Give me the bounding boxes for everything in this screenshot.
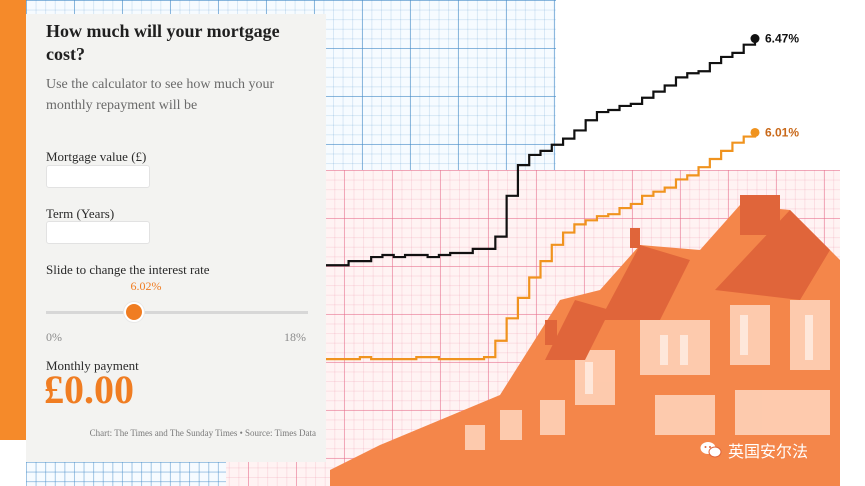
- slider-max-label: 18%: [284, 330, 306, 344]
- interest-rate-slider-track[interactable]: [46, 311, 308, 314]
- rate-line-black-end-label: 6.47%: [765, 32, 799, 46]
- chart-credit: Chart: The Times and The Sunday Times • …: [89, 428, 316, 438]
- rate-line-black: [326, 38, 757, 267]
- rate-line-orange-end-point: [750, 127, 760, 137]
- mortgage-value-input[interactable]: [46, 165, 150, 188]
- watermark-text: 英国安尔法: [728, 442, 809, 461]
- slider-label: Slide to change the interest rate: [46, 262, 210, 277]
- term-input[interactable]: [46, 221, 150, 244]
- calculator-subtitle: Use the calculator to see how much your …: [46, 77, 275, 113]
- mortgage-calculator-card: How much will your mortgage cost? Use th…: [26, 14, 326, 462]
- interest-rate-slider-thumb[interactable]: [123, 302, 144, 322]
- rate-line-black-end-point: [750, 34, 760, 44]
- monthly-payment-label: Monthly payment: [46, 358, 139, 373]
- mortgage-value-label: Mortgage value (£): [46, 149, 147, 164]
- rate-line-orange: [326, 132, 757, 361]
- monthly-payment-value: £0.00: [44, 367, 134, 412]
- rate-line-orange-end-label: 6.01%: [765, 125, 799, 139]
- blue-graph-paper-bottom: [26, 462, 226, 486]
- calculator-title: How much will your mortgage cost?: [46, 21, 280, 64]
- slider-min-label: 0%: [46, 330, 62, 344]
- term-label: Term (Years): [46, 206, 115, 221]
- watermark: 英国安尔法: [700, 438, 808, 462]
- slider-value: 6.02%: [130, 279, 162, 293]
- wechat-icon: [700, 441, 722, 459]
